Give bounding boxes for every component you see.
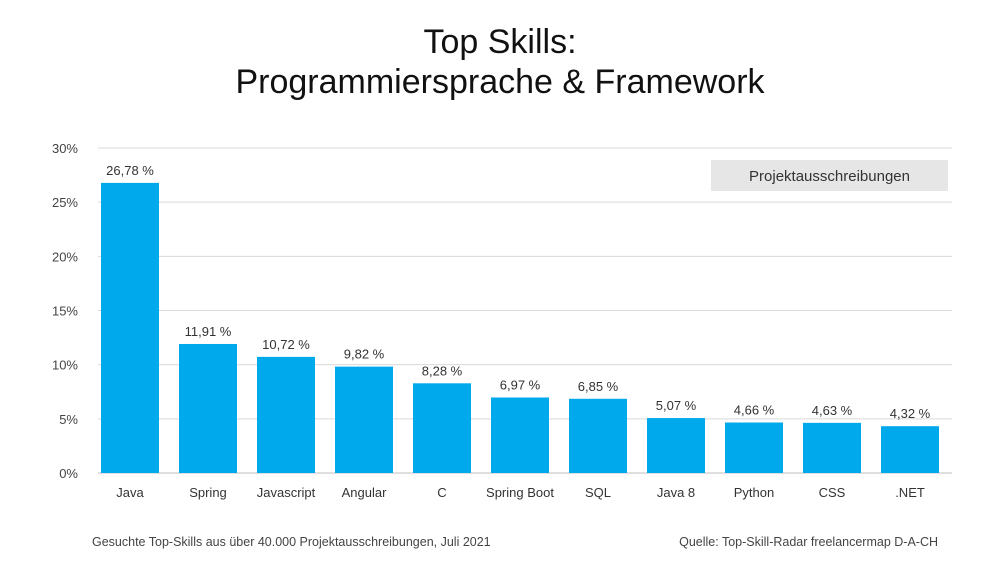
legend-label: Projektausschreibungen [749, 168, 910, 185]
x-tick-label: Spring [189, 485, 227, 500]
y-tick-label: 0% [59, 466, 78, 481]
bar [179, 343, 237, 473]
x-tick-label: .NET [895, 485, 925, 500]
bar [413, 383, 471, 473]
bar [335, 366, 393, 473]
x-tick-label: Java 8 [657, 485, 695, 500]
data-label: 4,32 % [890, 406, 931, 421]
x-tick-label: Java [116, 485, 144, 500]
y-tick-label: 30% [52, 141, 78, 156]
data-label: 8,28 % [422, 363, 463, 378]
bar [491, 397, 549, 473]
x-tick-label: SQL [585, 485, 611, 500]
chart-title-line-1: Top Skills: [423, 23, 577, 61]
chart-title-line-2: Programmiersprache & Framework [235, 63, 765, 101]
x-tick-label: C [437, 485, 446, 500]
data-label: 11,91 % [185, 324, 232, 339]
data-label: 5,07 % [656, 398, 697, 413]
y-tick-label: 20% [52, 249, 78, 264]
x-tick-label: Spring Boot [486, 485, 554, 500]
y-tick-label: 25% [52, 195, 78, 210]
x-tick-label: CSS [819, 485, 846, 500]
data-label: 9,82 % [344, 347, 385, 362]
footer-source: Quelle: Top-Skill-Radar freelancermap D-… [679, 535, 938, 549]
data-label: 4,66 % [734, 403, 775, 418]
data-label: 6,85 % [578, 379, 619, 394]
bar [881, 426, 939, 473]
x-tick-label: Python [734, 485, 774, 500]
x-tick-label: Javascript [257, 485, 316, 500]
bar [803, 422, 861, 473]
y-tick-label: 5% [59, 412, 78, 427]
bar [569, 398, 627, 473]
bar [101, 182, 159, 473]
y-tick-label: 15% [52, 304, 78, 319]
bar [725, 422, 783, 473]
footer-note: Gesuchte Top-Skills aus über 40.000 Proj… [92, 535, 491, 549]
data-label: 6,97 % [500, 377, 541, 392]
bar [257, 356, 315, 473]
x-tick-label: Angular [342, 485, 387, 500]
data-label: 26,78 % [106, 163, 154, 178]
y-tick-label: 10% [52, 358, 78, 373]
legend-box [711, 160, 948, 191]
data-label: 10,72 % [262, 337, 310, 352]
bar [647, 418, 705, 473]
data-label: 4,63 % [812, 403, 853, 418]
